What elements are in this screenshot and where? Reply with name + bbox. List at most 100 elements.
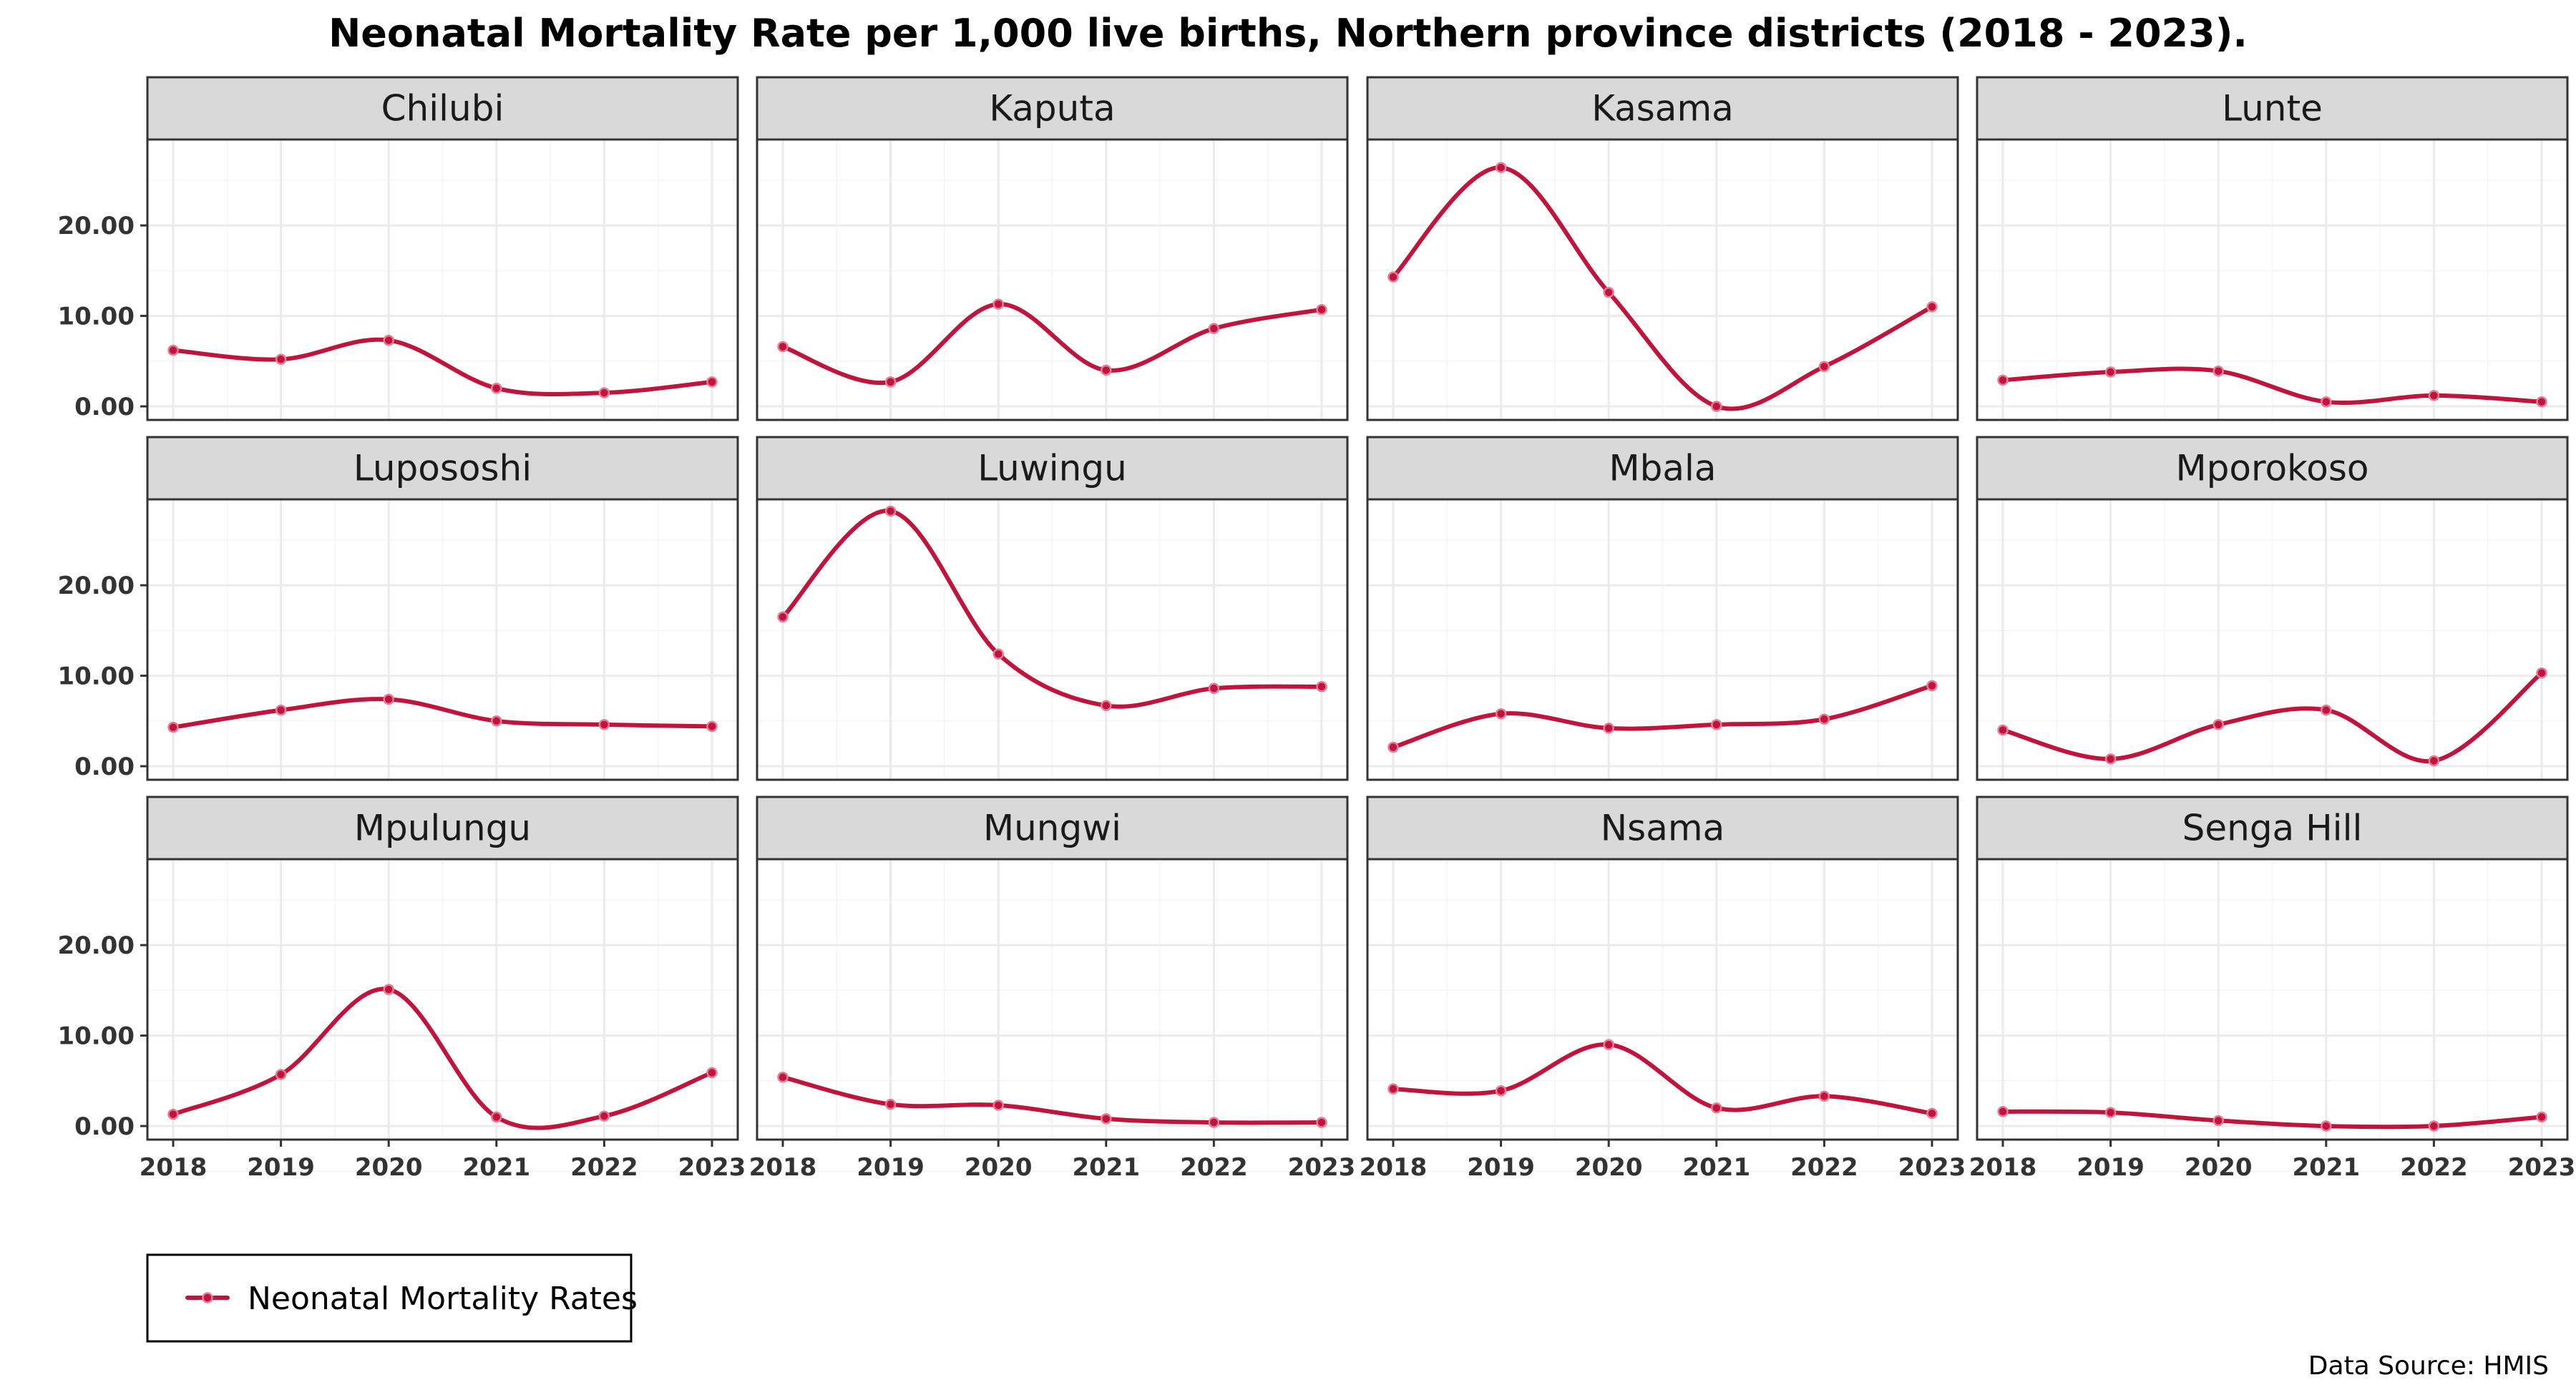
series-line [1391,1042,1934,1116]
data-point [1101,1113,1112,1125]
panel-border [1366,858,1959,1141]
data-point [1711,1102,1722,1114]
data-point [1208,682,1220,695]
facet-lunte: Lunte [1976,76,2569,453]
data-point [275,1069,287,1080]
facet-strip [1366,796,1959,861]
data-point [1926,680,1938,692]
facet-strip [756,76,1349,141]
data-point [1101,364,1112,376]
facet-strip [1976,796,2569,861]
data-point [1997,1106,2009,1117]
panel-border [1976,138,2569,421]
data-point [992,1100,1004,1111]
data-point [2321,396,2332,408]
x-tick-label: 2018 [1969,1153,2037,1182]
data-point [167,1108,179,1120]
x-tick-label: 2019 [2077,1153,2145,1182]
data-point [167,721,179,733]
x-tick-label: 2023 [2508,1153,2576,1182]
y-tick-label: 0.00 [74,753,135,781]
facet-strip-label: Mbala [1609,448,1716,489]
facet-strip [756,796,1349,861]
data-point [1495,162,1507,173]
data-point [1711,719,1722,730]
caption: Data Source: HMIS [2308,1351,2549,1381]
data-point [1387,271,1399,283]
panel-border [1366,138,1959,421]
data-point [275,353,287,366]
data-point [777,341,789,353]
x-tick-label: 2020 [965,1153,1033,1182]
legend: Neonatal Mortality Rates [146,1253,638,1343]
y-tick-label: 10.00 [57,1022,135,1051]
data-point [1818,713,1830,725]
data-point [992,298,1004,310]
data-point [1495,708,1507,720]
data-point [383,984,394,995]
data-point [1495,1085,1507,1097]
y-tick-label: 0.00 [74,1112,135,1141]
data-point [2104,1107,2117,1118]
series-line [171,337,714,397]
x-tick-label: 2022 [1790,1153,1858,1182]
facet-chilubi: Chilubi 0.00 10.00 20.00 [57,76,739,453]
legend-point-key [202,1292,213,1303]
data-point [1818,1090,1830,1102]
data-point [2321,1120,2332,1132]
series-line [2001,1109,2544,1130]
panel-border [146,498,739,781]
data-point [2321,704,2332,716]
data-point [2536,396,2547,408]
data-point [1316,303,1327,315]
facet-strip-label: Nsama [1601,808,1724,849]
data-point [1603,1039,1614,1050]
data-point [884,1098,897,1110]
data-point [992,648,1004,660]
series-line [1391,683,1934,750]
panel-border [1976,858,2569,1141]
y-tick-label: 0.00 [74,393,135,421]
series-line [1391,165,1934,411]
data-point [706,1067,718,1079]
data-point [2212,1115,2224,1127]
x-tick-label: 2020 [1575,1153,1643,1182]
panel-border [1976,498,2569,781]
y-tick-label: 10.00 [57,662,135,691]
data-point [1711,401,1722,412]
x-tick-label: 2020 [355,1153,423,1182]
panel-border [1366,498,1959,781]
x-tick-label: 2019 [247,1153,315,1182]
data-point [1387,741,1399,753]
data-point [777,1071,789,1083]
facet-strip-label: Kaputa [989,88,1115,129]
data-point [706,720,718,733]
data-point [598,387,610,398]
x-tick-label: 2021 [1072,1153,1140,1182]
data-point [2104,753,2117,765]
data-point [1926,301,1938,313]
facet-strip-label: Senga Hill [2182,808,2363,849]
x-tick-label: 2018 [1360,1153,1428,1182]
chart-title: Neonatal Mortality Rate per 1,000 live b… [328,11,2248,56]
panel-border [756,498,1349,781]
facet-kasama: Kasama [1366,76,1959,453]
facet-strip-label: Lunte [2222,88,2323,129]
x-tick-label: 2022 [2400,1153,2468,1182]
y-tick-label: 20.00 [57,572,135,600]
data-point [884,376,897,388]
x-tick-label: 2019 [857,1153,924,1182]
series-line [781,302,1324,386]
data-point [2536,1111,2547,1123]
data-point [491,382,502,394]
facet-senga-hill: Senga Hill 2018 2019 2020 2021 2022 2023 [1969,796,2576,1182]
x-tick-label: 2023 [678,1153,746,1182]
data-point [1818,361,1830,373]
data-point [2428,390,2440,401]
panel-border [756,858,1349,1141]
data-point [1926,1107,1938,1120]
data-point [777,611,789,623]
data-point [1208,1117,1220,1128]
facet-strip-label: Kasama [1591,88,1734,129]
data-point [1316,1117,1327,1128]
